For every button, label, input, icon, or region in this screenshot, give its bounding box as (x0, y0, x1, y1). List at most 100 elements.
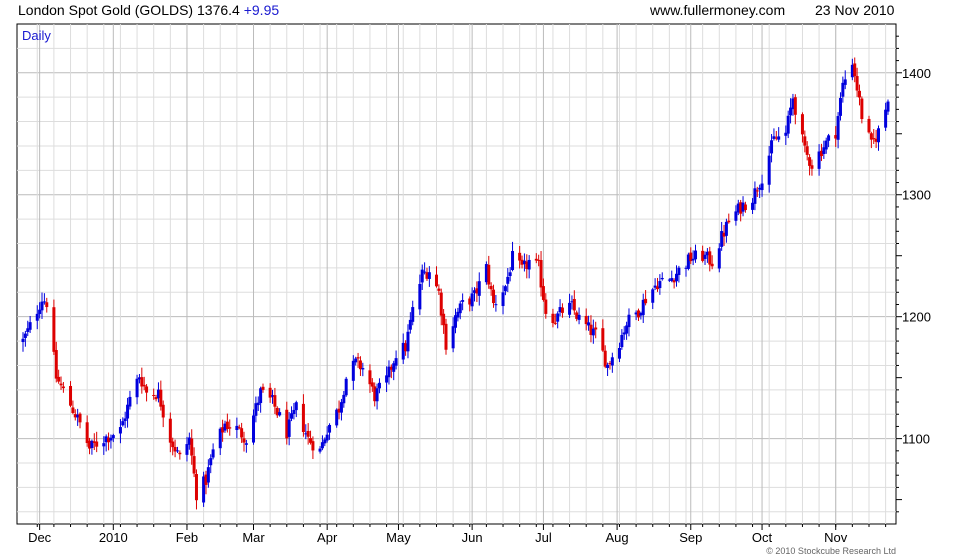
x-tick-label: May (386, 530, 411, 545)
candle-body (137, 377, 141, 380)
candle-body (701, 250, 705, 261)
candle-body (90, 440, 94, 449)
candle-body (857, 90, 861, 98)
candle-body (342, 394, 346, 404)
candle-body (309, 438, 313, 443)
candle-body (278, 412, 282, 416)
candle-body (727, 220, 731, 223)
candle-body (770, 140, 774, 154)
candle-body (836, 116, 840, 140)
candle-body (724, 221, 728, 236)
candle-body (841, 82, 845, 97)
candle-body (73, 414, 77, 418)
candle-body (537, 259, 541, 261)
candle-body (408, 319, 412, 330)
candle-body (827, 135, 831, 141)
candle-body (178, 452, 182, 455)
candle-body (354, 358, 358, 363)
candle-body (411, 307, 415, 322)
period-label: Daily (22, 28, 51, 43)
candle-body (587, 322, 591, 326)
y-tick-label: 1100 (902, 432, 930, 447)
candle-body (808, 157, 812, 166)
candle-body (259, 388, 263, 404)
candle-body (556, 313, 560, 322)
candle-body (285, 409, 289, 439)
candle-body (850, 64, 854, 78)
site-url[interactable]: www.fullermoney.com (650, 2, 786, 18)
candle-body (439, 292, 443, 316)
candle-body (344, 378, 348, 396)
candle-body (722, 232, 726, 237)
candle-body (805, 146, 809, 155)
candle-body (677, 267, 681, 276)
candle-body (175, 450, 179, 452)
candle-body (107, 437, 111, 443)
candle-body (606, 364, 610, 368)
candle-body (235, 425, 239, 431)
y-axis: 1100 1200 1300 1400 (896, 35, 931, 513)
candle-body (142, 384, 146, 387)
candle-body (275, 407, 279, 416)
candle-body (287, 419, 291, 437)
candle-body (803, 136, 807, 146)
candle-body (822, 147, 826, 155)
candle-body (720, 231, 724, 247)
candle-body (135, 378, 139, 398)
candle-body (237, 427, 241, 429)
candle-body (755, 190, 759, 192)
x-tick-label: Sep (679, 530, 702, 545)
candle-body (819, 150, 823, 157)
candle-body (503, 286, 507, 292)
candle-body (194, 474, 198, 501)
candle-body (620, 334, 624, 348)
candle-body (254, 403, 258, 416)
candle-body (202, 476, 206, 503)
candle-body (190, 438, 194, 456)
candle-body (684, 267, 688, 269)
candle-body (370, 382, 374, 387)
candle-body (76, 414, 80, 418)
candle-body (501, 292, 505, 307)
candle-body (42, 301, 46, 303)
candle-body (541, 286, 545, 300)
candles (21, 57, 890, 510)
candle-body (634, 312, 638, 315)
candle-body (420, 269, 424, 283)
candle-body (351, 360, 355, 381)
candle-body (161, 404, 165, 418)
candle-body (35, 313, 39, 321)
candle-body (26, 328, 30, 332)
candle-body (292, 409, 296, 414)
candle-body (767, 155, 771, 185)
candle-body (437, 288, 441, 291)
candle-body (418, 283, 422, 310)
candle-body (518, 252, 522, 261)
candle-body (187, 437, 191, 445)
candle-body (318, 448, 322, 452)
candle-body (323, 439, 327, 444)
candle-body (691, 258, 695, 261)
candle-body (223, 423, 227, 431)
candle-body (228, 427, 232, 429)
candle-body (294, 402, 298, 411)
candle-body (442, 313, 446, 326)
candle-body (328, 424, 332, 433)
candle-body (271, 395, 275, 397)
candle-body (121, 421, 125, 426)
candle-body (154, 397, 158, 400)
candle-body (306, 431, 310, 437)
candle-body (772, 136, 776, 139)
candle-body (860, 98, 864, 119)
candle-body (743, 204, 747, 211)
candle-body (672, 280, 676, 283)
candle-body (244, 443, 248, 445)
candle-body (686, 254, 690, 269)
x-tick-label: 2010 (99, 530, 128, 545)
candle-body (853, 63, 857, 77)
candle-body (568, 302, 572, 315)
candle-body (204, 474, 208, 485)
candle-body (458, 303, 462, 314)
candle-body (810, 165, 814, 169)
candle-body (610, 357, 614, 366)
